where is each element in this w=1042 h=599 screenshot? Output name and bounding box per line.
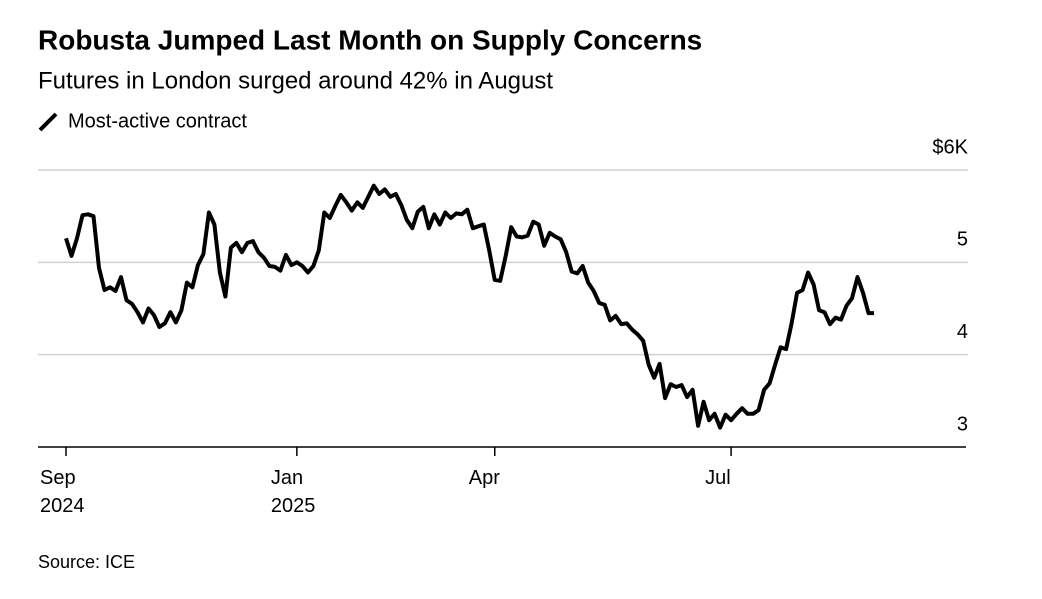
x-tick-label: Apr [468,467,500,489]
y-tick-label: $6K [932,136,968,158]
legend-swatch [38,112,58,132]
y-tick-label: 3 [957,413,968,435]
y-tick-label: 5 [957,229,968,251]
chart-subtitle: Futures in London surged around 42% in A… [38,67,553,94]
x-tick-label: Jan 2025 [270,467,316,517]
x-tick-label: Jul [705,467,731,489]
chart-title: Robusta Jumped Last Month on Supply Conc… [38,24,702,55]
y-tick-label: 4 [957,321,968,343]
x-tick-label: Sep 2024 [40,467,85,517]
legend-label: Most-active contract [68,110,247,132]
line-series [64,183,874,430]
source: Source: ICE [38,552,135,572]
